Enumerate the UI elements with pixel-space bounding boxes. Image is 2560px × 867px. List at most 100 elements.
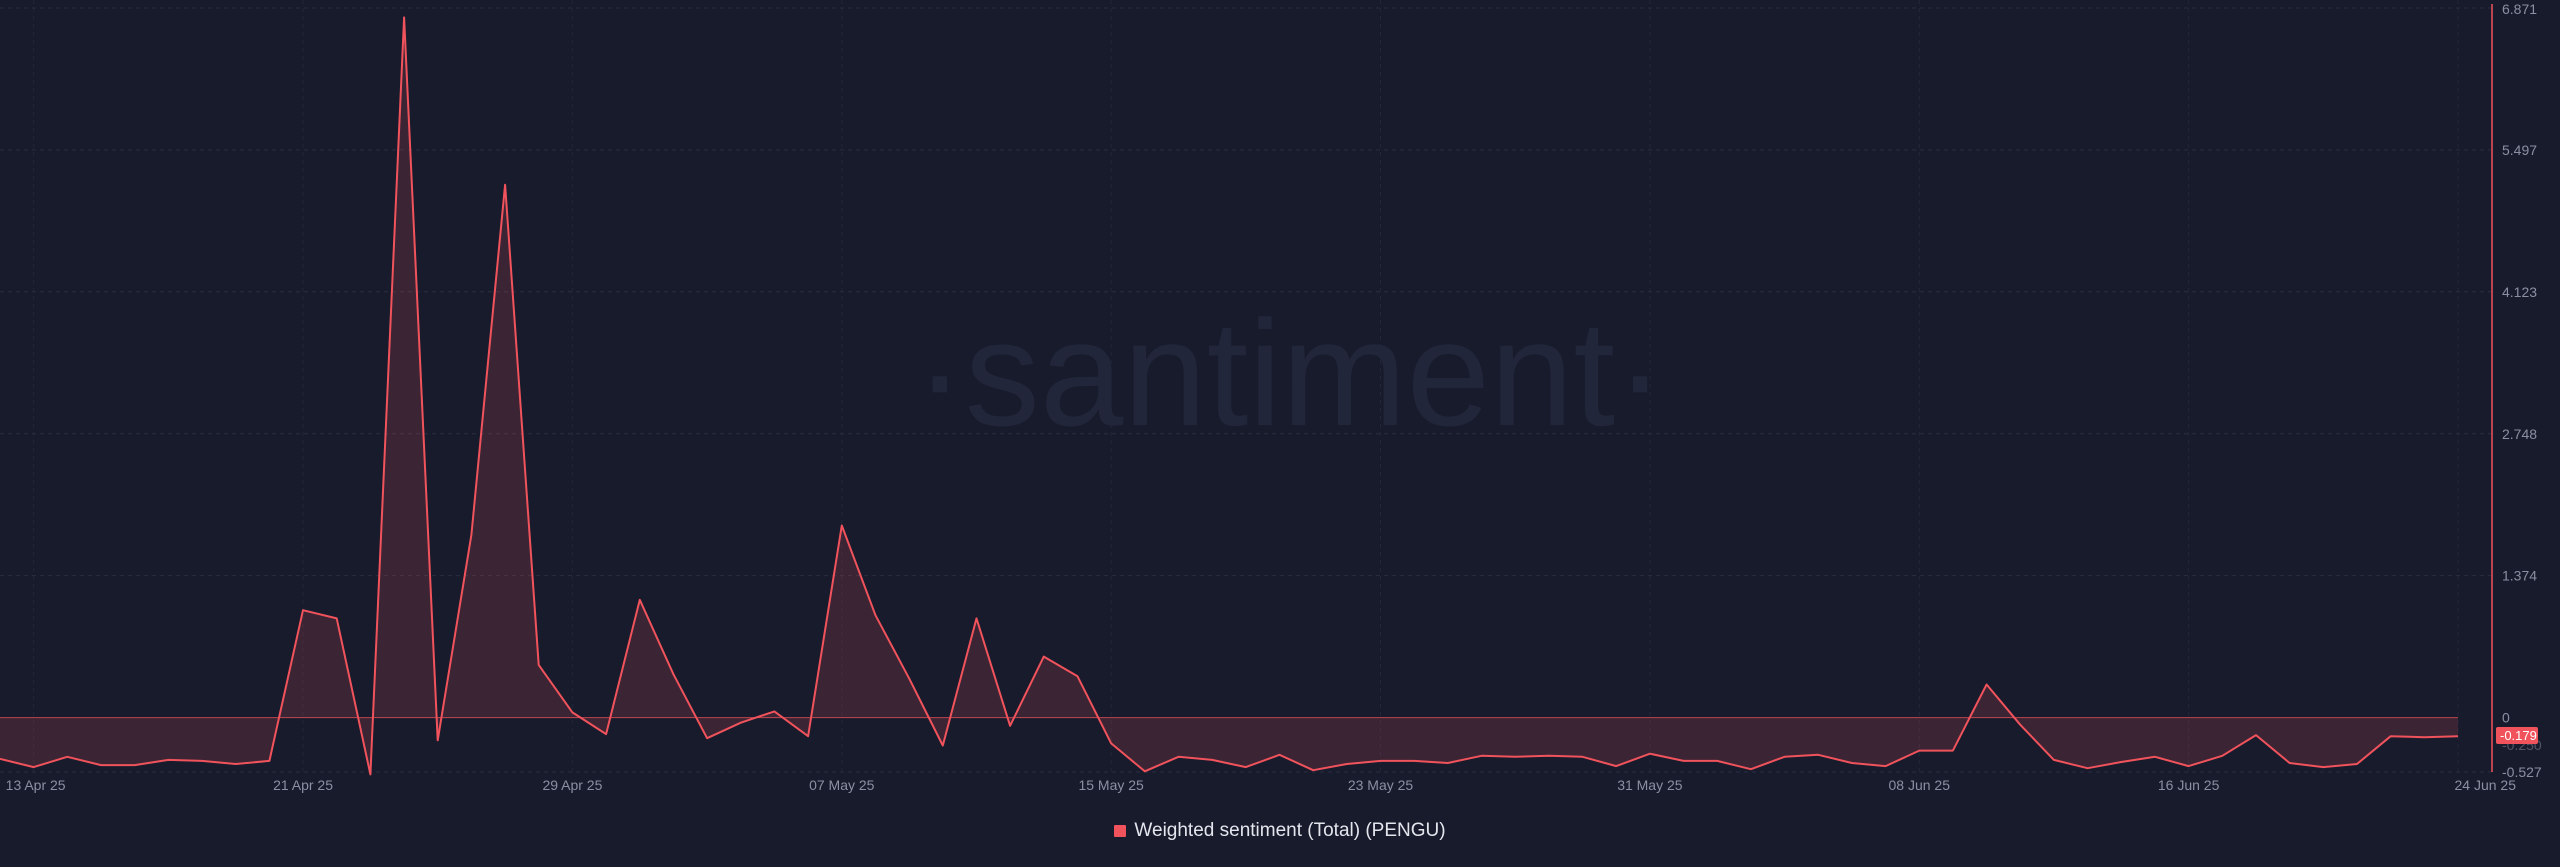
data-point-25	[836, 520, 848, 532]
y-tick-label-5: 0	[2502, 710, 2510, 726]
data-point-59	[1981, 679, 1993, 691]
data-point-55	[1846, 757, 1858, 769]
data-point-67	[2250, 729, 2262, 741]
x-tick-label-6: 31 May 25	[1617, 777, 1683, 793]
data-point-72	[2418, 731, 2430, 743]
data-point-28	[937, 740, 949, 752]
data-point-13	[432, 734, 444, 746]
data-point-14	[465, 529, 477, 541]
data-point-62	[2082, 762, 2094, 774]
data-point-21	[701, 732, 713, 744]
data-point-1	[28, 761, 40, 773]
data-point-38	[1274, 749, 1286, 761]
series-area-layer	[0, 11, 2464, 780]
y-tick-label-2: 4.123	[2502, 284, 2537, 300]
x-tick-label-3: 07 May 25	[809, 777, 875, 793]
legend-label: Weighted sentiment (Total) (PENGU)	[1134, 820, 1446, 841]
x-tick-label-8: 16 Jun 25	[2158, 777, 2220, 793]
x-tick-label-7: 08 Jun 25	[1889, 777, 1951, 793]
data-point-10	[331, 612, 343, 624]
data-point-40	[1341, 758, 1353, 770]
data-point-18	[600, 728, 612, 740]
data-point-53	[1779, 751, 1791, 763]
data-point-12	[398, 11, 410, 23]
series-line	[0, 16, 2459, 776]
data-point-23	[768, 705, 780, 717]
data-point-42	[1408, 755, 1420, 767]
grid	[0, 0, 2492, 773]
x-tick-label-1: 21 Apr 25	[273, 777, 333, 793]
y-tick-label-1: 5.497	[2502, 142, 2537, 158]
legend[interactable]: Weighted sentiment (Total) (PENGU)	[0, 820, 2560, 842]
data-point-7	[230, 758, 242, 770]
data-point-63	[2115, 756, 2127, 768]
data-point-39	[1307, 764, 1319, 776]
data-point-60	[2014, 719, 2026, 731]
y-tick-label-3: 2.748	[2502, 426, 2537, 442]
x-tick-label-9: 24 Jun 25	[2455, 777, 2517, 793]
data-point-35	[1173, 751, 1185, 763]
data-point-69	[2317, 761, 2329, 773]
data-point-64	[2149, 751, 2161, 763]
data-point-52	[1745, 763, 1757, 775]
axes: 6.871 5.497 4.123 2.748 1.374 0 -0.527 13 Apr 2…	[6, 1, 2542, 793]
santiment-watermark: ·santiment·	[915, 289, 1665, 457]
data-point-15	[499, 179, 511, 191]
data-point-49	[1644, 748, 1656, 760]
data-point-19	[634, 594, 646, 606]
current-badge-bg	[2496, 727, 2538, 745]
data-point-61	[2048, 754, 2060, 766]
data-point-44	[1476, 750, 1488, 762]
data-point-50	[1678, 755, 1690, 767]
y-tick-label-4: 1.374	[2502, 568, 2537, 584]
data-point-66	[2216, 750, 2228, 762]
data-point-30	[1004, 720, 1016, 732]
data-point-71	[2385, 730, 2397, 742]
series-area-fill	[0, 17, 2458, 775]
data-point-32	[1072, 670, 1084, 682]
data-point-27	[903, 672, 915, 684]
data-point-4	[129, 759, 141, 771]
x-tick-label-0: 13 Apr 25	[6, 777, 66, 793]
current-badge-label: -0.179	[2500, 728, 2537, 743]
data-point-26	[870, 609, 882, 621]
data-point-36	[1206, 754, 1218, 766]
x-tick-label-2: 29 Apr 25	[542, 777, 602, 793]
data-point-65	[2183, 760, 2195, 772]
data-point-41	[1375, 755, 1387, 767]
data-point-51	[1711, 755, 1723, 767]
data-point-70	[2351, 758, 2363, 770]
data-point-6	[196, 755, 208, 767]
data-point-43	[1442, 757, 1454, 769]
data-point-46	[1543, 750, 1555, 762]
data-point-68	[2284, 757, 2296, 769]
data-point-22	[735, 717, 747, 729]
data-point-45	[1509, 751, 1521, 763]
data-point-11	[364, 768, 376, 780]
x-tick-label-4: 15 May 25	[1078, 777, 1144, 793]
data-point-48	[1610, 760, 1622, 772]
data-point-37	[1240, 761, 1252, 773]
data-point-54	[1812, 749, 1824, 761]
data-point-47	[1577, 751, 1589, 763]
data-point-5	[162, 754, 174, 766]
data-point-29	[971, 612, 983, 624]
y-tick-label-6: -0.527	[2502, 764, 2542, 780]
y-tick-label-0: 6.871	[2502, 1, 2537, 17]
data-point-34	[1139, 765, 1151, 777]
data-point-8	[263, 755, 275, 767]
current-value-badge: -0.250-0.179	[2496, 727, 2542, 753]
data-point-73	[2452, 730, 2464, 742]
data-point-33	[1105, 737, 1117, 749]
data-point-17	[566, 706, 578, 718]
x-tick-label-5: 23 May 25	[1348, 777, 1414, 793]
legend-swatch-icon	[1114, 825, 1127, 837]
data-point-20	[667, 668, 679, 680]
data-point-58	[1947, 745, 1959, 757]
data-point-3	[95, 759, 107, 771]
data-point-31	[1038, 651, 1050, 663]
data-point-57	[1913, 745, 1925, 757]
data-point-9	[297, 604, 309, 616]
